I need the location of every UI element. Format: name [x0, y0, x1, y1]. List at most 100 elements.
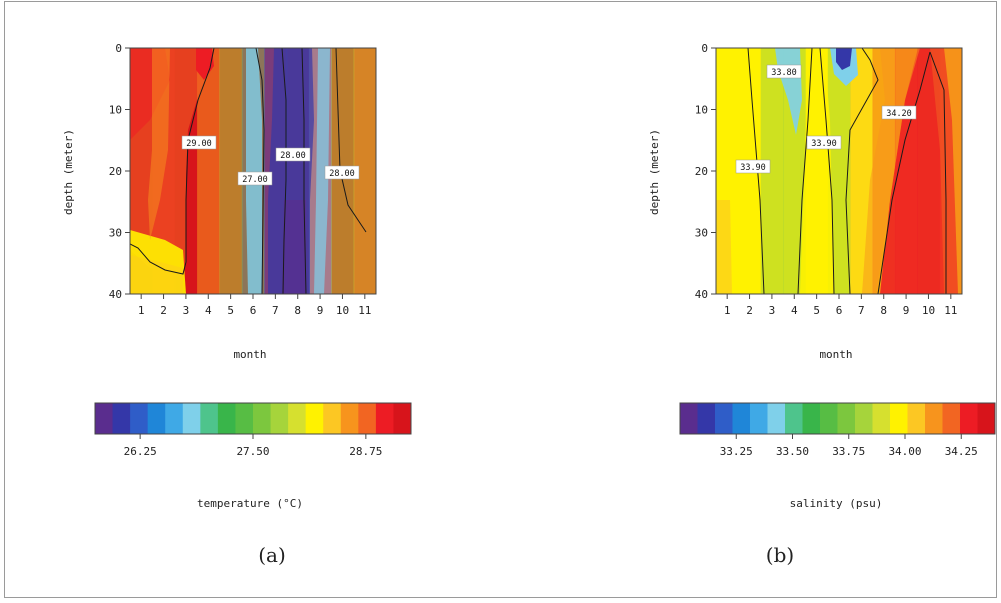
orange-left-patch — [716, 200, 732, 294]
x-tick-label: 6 — [836, 304, 843, 317]
x-tick-label: 6 — [250, 304, 257, 317]
y-tick-label: 10 — [109, 104, 122, 117]
x-tick-label: 7 — [272, 304, 279, 317]
contour-labels: 29.00 27.00 28.00 28.00 — [181, 135, 360, 186]
colorbar-segment — [907, 403, 926, 434]
colorbar-segment — [890, 403, 908, 434]
y-axis: 0 10 20 30 40 — [695, 42, 716, 301]
contour-label-box — [735, 159, 771, 174]
x-tick-label: 2 — [160, 304, 167, 317]
contour-label-box — [881, 105, 917, 120]
colorbar-segment — [942, 403, 961, 434]
x-tick-label: 10 — [336, 304, 349, 317]
contour-34-20-left — [877, 51, 931, 294]
temperature-field — [130, 48, 376, 294]
colorbar-segment — [697, 403, 716, 434]
colorbar-segment — [820, 403, 838, 434]
contour-27-left — [255, 48, 265, 294]
x-tick-label: 10 — [922, 304, 935, 317]
contour-label: 33.80 — [771, 68, 797, 78]
contour-29 — [130, 48, 215, 275]
contour-28-right — [335, 48, 367, 233]
x-tick-label: 1 — [724, 304, 731, 317]
colorbar-segment — [802, 403, 821, 434]
x-tick-label: 3 — [769, 304, 776, 317]
panel-a-temperature: 0 10 20 30 40 1 2 3 4 5 6 7 8 9 10 11 month depth (met… — [62, 42, 412, 567]
coldest-patch — [282, 200, 306, 294]
colorbar-segment — [130, 403, 149, 434]
colorbar-segment — [732, 403, 751, 434]
colorbar-segment — [750, 403, 768, 434]
x-tick-label: 4 — [791, 304, 798, 317]
contour-label: 27.00 — [242, 175, 268, 185]
y-tick-label: 0 — [115, 42, 122, 55]
x-tick-label: 3 — [183, 304, 190, 317]
x-tick-label: 9 — [903, 304, 910, 317]
colorbar-segment — [715, 403, 733, 434]
y-axis: 0 10 20 30 40 — [109, 42, 130, 301]
month-strip-3 — [760, 48, 784, 294]
x-tick-label: 7 — [858, 304, 865, 317]
y-tick-label: 0 — [701, 42, 708, 55]
contour-label: 34.20 — [886, 109, 912, 119]
x-tick-label: 4 — [205, 304, 212, 317]
colorbar: 26.25 27.50 28.75 — [94, 402, 412, 458]
contour-labels: 33.80 33.90 33.90 34.20 — [735, 64, 917, 174]
figure-frame — [4, 1, 997, 598]
month-strip-11 — [353, 48, 376, 294]
colorbar-segment — [235, 403, 254, 434]
colorbar-segment — [960, 403, 978, 434]
colorbar-segment — [200, 403, 219, 434]
y-tick-label: 10 — [695, 104, 708, 117]
colorbar-segment — [872, 403, 891, 434]
contour-label-box — [806, 135, 842, 150]
cyan-band-patch-2 — [314, 48, 330, 294]
colorbar-tick-label: 26.25 — [124, 445, 157, 458]
contour-label: 28.00 — [329, 169, 355, 179]
blue-top-patch — [836, 48, 852, 70]
colorbar-segment — [767, 403, 786, 434]
contour-28-center — [281, 48, 287, 294]
colorbar-tick-label: 34.00 — [888, 445, 921, 458]
colorbar-segment — [95, 403, 114, 434]
x-tick-label: 8 — [880, 304, 887, 317]
orange-streak-patch — [148, 48, 170, 240]
colorbar-tick-label: 28.75 — [349, 445, 382, 458]
x-tick-label: 5 — [227, 304, 234, 317]
colorbar-segment — [358, 403, 377, 434]
orange-bottom-patch — [130, 255, 183, 294]
colorbar-segment — [393, 403, 412, 434]
y-tick-label: 30 — [695, 227, 708, 240]
y-tick-label: 40 — [109, 288, 122, 301]
contour-33-80 — [845, 48, 879, 294]
colorbar-label: temperature (°C) — [197, 497, 303, 510]
colorbar-segment — [977, 403, 996, 434]
contour-33-90-left — [747, 48, 765, 294]
x-tick-label: 2 — [746, 304, 753, 317]
colorbar-segment — [253, 403, 272, 434]
colorbar-segment — [785, 403, 803, 434]
colorbar-segment — [837, 403, 856, 434]
orange-band-patch — [862, 48, 920, 294]
x-tick-label: 11 — [358, 304, 371, 317]
colorbar-label: salinity (psu) — [790, 497, 883, 510]
colorbar-segment — [340, 403, 359, 434]
colorbar-segment — [305, 403, 324, 434]
contour-label: 33.90 — [740, 163, 766, 173]
contour-label-box — [181, 135, 217, 150]
x-tick-label: 11 — [944, 304, 957, 317]
month-strip-5 — [219, 48, 243, 294]
colorbar-segment — [375, 403, 394, 434]
contour-label-box — [766, 64, 802, 79]
cyan-band-patch — [246, 48, 262, 294]
contour-label-box — [275, 147, 311, 162]
orange-right-patch — [930, 48, 962, 294]
colorbar-tick-label: 27.50 — [236, 445, 269, 458]
x-tick-label: 8 — [294, 304, 301, 317]
colorbar-segment — [855, 403, 873, 434]
x-axis: 1 2 3 4 5 6 7 8 9 10 11 — [724, 294, 957, 317]
y-tick-label: 20 — [695, 165, 708, 178]
month-strip-6 — [827, 48, 851, 294]
x-axis: 1 2 3 4 5 6 7 8 9 10 11 — [138, 294, 371, 317]
contour-label-box — [324, 165, 360, 180]
